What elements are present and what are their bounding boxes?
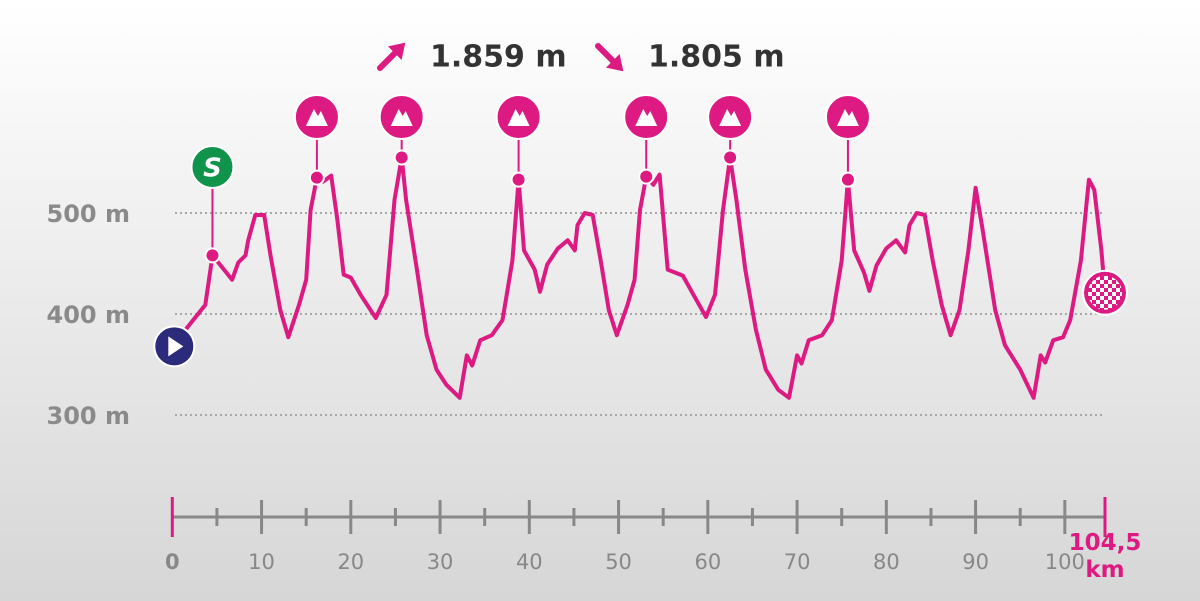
- y-tick-label: 400 m: [47, 301, 130, 329]
- sprint-label: S: [203, 154, 222, 184]
- start-icon: [168, 336, 184, 357]
- sprint-point: [204, 247, 221, 264]
- climb-point: [638, 168, 655, 185]
- y-tick-label: 300 m: [47, 402, 130, 430]
- climb-point: [308, 169, 325, 186]
- x-tick-label: 0: [165, 550, 180, 574]
- ascent: 1.859 m: [430, 40, 567, 75]
- descent: 1.805 m: [648, 40, 785, 75]
- mountain-icon: [390, 109, 413, 126]
- x-tick-label: 70: [784, 550, 811, 574]
- climb-point: [839, 171, 856, 188]
- x-tick-label: 10: [248, 550, 275, 574]
- x-end-label: 104,5 km: [1068, 530, 1142, 583]
- ascent-icon: [377, 42, 406, 71]
- x-tick-label: 50: [605, 550, 632, 574]
- x-tick-label: 30: [427, 550, 454, 574]
- mountain-icon: [836, 109, 859, 126]
- climb-point: [510, 171, 527, 188]
- descent-icon: [595, 43, 624, 72]
- mountain-icon: [635, 109, 658, 126]
- x-tick-label: 60: [694, 550, 721, 574]
- sprint-marker: [190, 145, 235, 189]
- finish-marker: [1084, 271, 1126, 314]
- x-tick-label: 90: [962, 550, 989, 574]
- mountain-icon: [507, 109, 530, 126]
- y-tick-label: 500 m: [47, 200, 130, 228]
- climb-point: [722, 149, 739, 166]
- x-tick-label: 100: [1045, 550, 1085, 574]
- finish-ring: [1082, 269, 1128, 316]
- elevation-line: [170, 155, 1107, 400]
- mountain-icon: [719, 109, 742, 126]
- x-tick-label: 20: [337, 550, 364, 574]
- x-tick-label: 80: [873, 550, 900, 574]
- mountain-icon: [305, 109, 328, 126]
- climb-point: [393, 149, 410, 166]
- x-tick-label: 40: [516, 550, 543, 574]
